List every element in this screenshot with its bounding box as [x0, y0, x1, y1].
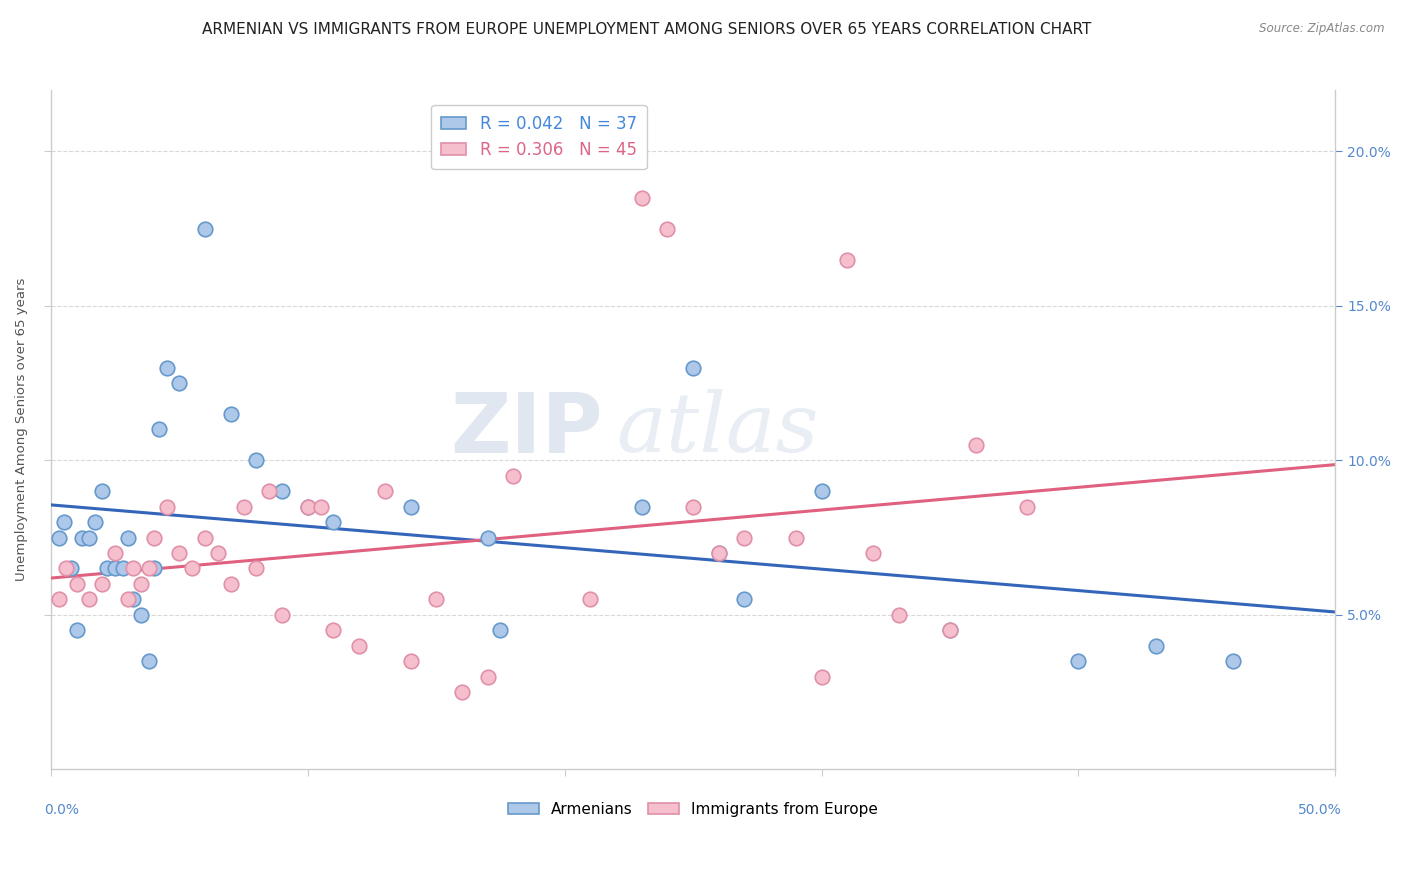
Point — [322, 515, 344, 529]
Point — [155, 360, 177, 375]
Point — [399, 654, 422, 668]
Point — [322, 624, 344, 638]
Point — [682, 500, 704, 514]
Point — [181, 561, 204, 575]
Text: atlas: atlas — [616, 390, 818, 469]
Point — [91, 484, 114, 499]
Point — [297, 500, 319, 514]
Point — [451, 685, 474, 699]
Point — [65, 624, 87, 638]
Point — [271, 484, 294, 499]
Point — [169, 376, 191, 390]
Point — [399, 500, 422, 514]
Point — [48, 531, 70, 545]
Point — [79, 531, 101, 545]
Point — [1144, 639, 1167, 653]
Point — [939, 624, 962, 638]
Point — [142, 561, 165, 575]
Point — [117, 592, 139, 607]
Point — [630, 191, 652, 205]
Point — [707, 546, 730, 560]
Point — [219, 407, 242, 421]
Point — [502, 468, 524, 483]
Text: 0.0%: 0.0% — [45, 804, 80, 817]
Point — [207, 546, 229, 560]
Point — [477, 670, 499, 684]
Point — [1067, 654, 1090, 668]
Point — [70, 531, 93, 545]
Point — [138, 561, 160, 575]
Y-axis label: Unemployment Among Seniors over 65 years: Unemployment Among Seniors over 65 years — [15, 277, 28, 582]
Point — [65, 577, 87, 591]
Point — [122, 592, 145, 607]
Point — [810, 484, 832, 499]
Point — [965, 438, 987, 452]
Point — [169, 546, 191, 560]
Point — [96, 561, 118, 575]
Point — [91, 577, 114, 591]
Point — [104, 546, 127, 560]
Point — [117, 531, 139, 545]
Point — [271, 607, 294, 622]
Point — [48, 592, 70, 607]
Point — [245, 561, 267, 575]
Point — [245, 453, 267, 467]
Point — [734, 531, 756, 545]
Point — [837, 252, 859, 267]
Point — [79, 592, 101, 607]
Point — [155, 500, 177, 514]
Text: 50.0%: 50.0% — [1298, 804, 1341, 817]
Point — [52, 515, 75, 529]
Point — [138, 654, 160, 668]
Point — [374, 484, 396, 499]
Point — [129, 577, 152, 591]
Point — [142, 531, 165, 545]
Text: ZIP: ZIP — [451, 389, 603, 470]
Point — [707, 546, 730, 560]
Point — [939, 624, 962, 638]
Point — [129, 607, 152, 622]
Point — [194, 221, 217, 235]
Point — [682, 360, 704, 375]
Point — [104, 561, 127, 575]
Point — [1015, 500, 1038, 514]
Point — [148, 422, 170, 436]
Point — [297, 500, 319, 514]
Point — [425, 592, 447, 607]
Point — [810, 670, 832, 684]
Point — [630, 500, 652, 514]
Point — [887, 607, 910, 622]
Point — [232, 500, 254, 514]
Point — [785, 531, 807, 545]
Point — [219, 577, 242, 591]
Legend: Armenians, Immigrants from Europe: Armenians, Immigrants from Europe — [502, 796, 884, 822]
Point — [657, 221, 679, 235]
Point — [489, 624, 512, 638]
Point — [122, 561, 145, 575]
Point — [347, 639, 370, 653]
Point — [60, 561, 83, 575]
Text: Source: ZipAtlas.com: Source: ZipAtlas.com — [1260, 22, 1385, 36]
Point — [55, 561, 77, 575]
Point — [734, 592, 756, 607]
Point — [259, 484, 281, 499]
Point — [1222, 654, 1244, 668]
Point — [83, 515, 105, 529]
Point — [111, 561, 134, 575]
Point — [477, 531, 499, 545]
Point — [309, 500, 332, 514]
Text: ARMENIAN VS IMMIGRANTS FROM EUROPE UNEMPLOYMENT AMONG SENIORS OVER 65 YEARS CORR: ARMENIAN VS IMMIGRANTS FROM EUROPE UNEMP… — [202, 22, 1091, 37]
Point — [194, 531, 217, 545]
Point — [579, 592, 602, 607]
Point — [862, 546, 884, 560]
